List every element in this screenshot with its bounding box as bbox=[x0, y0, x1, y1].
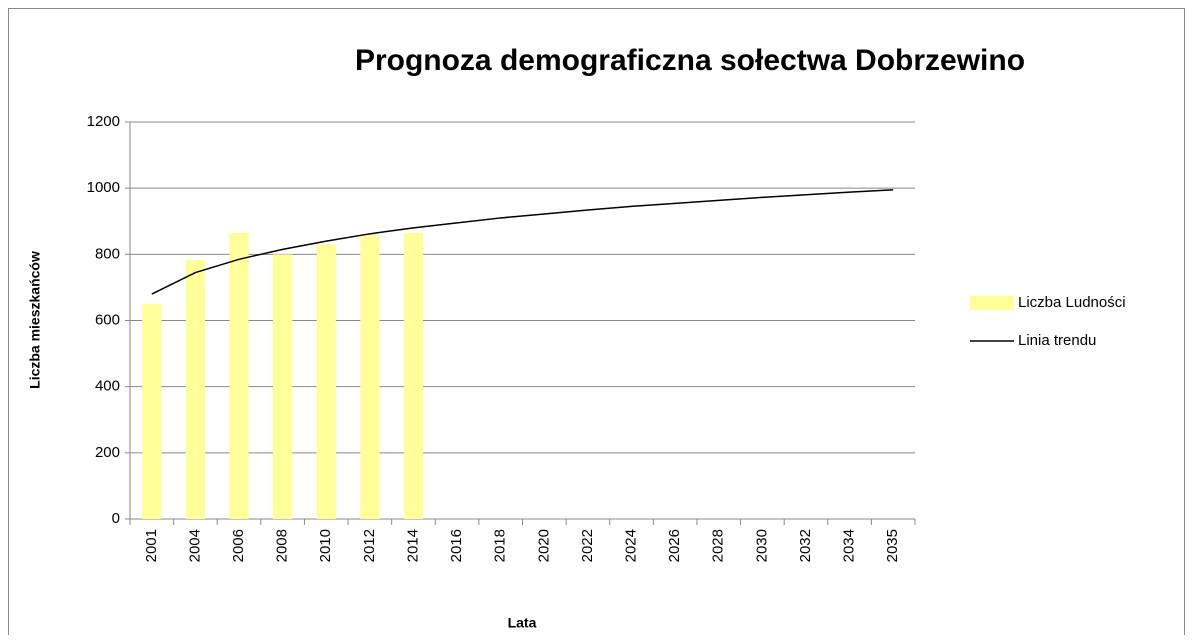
chart-frame bbox=[8, 8, 1185, 640]
bar bbox=[316, 244, 336, 520]
x-tick-label: 2034 bbox=[841, 529, 858, 562]
x-tick-label: 2026 bbox=[666, 529, 683, 562]
x-tick-label: 2028 bbox=[710, 529, 727, 562]
x-tick-label: 2006 bbox=[230, 529, 247, 562]
bar bbox=[185, 259, 206, 519]
x-tick-label: 2024 bbox=[622, 529, 639, 562]
x-tick-label: 2001 bbox=[143, 529, 160, 562]
trend-line bbox=[151, 189, 894, 295]
x-tick-label: 2012 bbox=[361, 529, 378, 562]
y-tick-label: 1200 bbox=[87, 113, 120, 130]
bar bbox=[229, 232, 249, 519]
y-tick-label: 800 bbox=[95, 245, 120, 262]
x-tick-label: 2018 bbox=[492, 529, 509, 562]
x-tick-label: 2014 bbox=[404, 529, 421, 562]
x-tick-label: 2030 bbox=[753, 529, 770, 562]
bar bbox=[142, 303, 162, 519]
x-tick-label: 2004 bbox=[186, 529, 203, 562]
legend-label: Liczba Ludności bbox=[1018, 294, 1126, 311]
y-tick-label: 1000 bbox=[87, 179, 120, 196]
x-tick-label: 2032 bbox=[797, 529, 814, 562]
x-tick-label: 2035 bbox=[884, 529, 901, 562]
bar bbox=[360, 234, 380, 519]
chart-title: Prognoza demograficzna sołectwa Dobrzewi… bbox=[355, 44, 1025, 77]
y-tick-label: 600 bbox=[95, 311, 120, 328]
bar bbox=[403, 232, 424, 519]
x-tick-label: 2016 bbox=[448, 529, 465, 562]
bar bbox=[273, 254, 293, 520]
legend-swatch bbox=[970, 296, 1014, 310]
y-tick-label: 0 bbox=[112, 510, 120, 527]
x-tick-label: 2022 bbox=[579, 529, 596, 562]
y-tick-label: 400 bbox=[95, 378, 120, 395]
y-tick-label: 200 bbox=[95, 444, 120, 461]
y-axis-title: Liczba mieszkańców bbox=[27, 251, 43, 389]
x-tick-label: 2020 bbox=[535, 529, 552, 562]
x-axis-title: Lata bbox=[508, 615, 537, 631]
x-tick-label: 2008 bbox=[274, 529, 291, 562]
legend-label: Linia trendu bbox=[1018, 332, 1096, 349]
x-tick-label: 2010 bbox=[317, 529, 334, 562]
